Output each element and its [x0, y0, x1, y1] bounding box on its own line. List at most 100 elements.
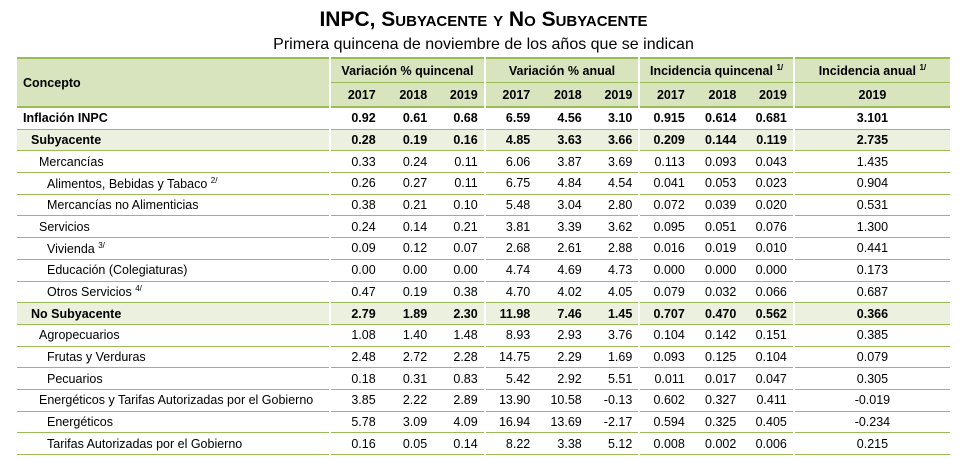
label-text: Energéticos: [47, 414, 114, 429]
cell-value: 0.173: [792, 259, 950, 282]
cell-value: 0.83: [433, 367, 485, 390]
table-header: Concepto Variación % quincenal Variación %…: [17, 58, 950, 108]
label-text: Mercancías: [39, 154, 104, 169]
cell-value: 1.435: [792, 150, 950, 174]
cell-value: 2.29: [536, 346, 588, 369]
row-label: Energéticos y Tarifas Autorizadas por el…: [17, 389, 331, 412]
cell-value: 0.041: [638, 172, 691, 195]
cell-value: 0.000: [742, 259, 794, 282]
cell-value: 0.18: [329, 367, 382, 390]
label-text: Servicios: [39, 219, 90, 234]
cell-value: 0.27: [381, 172, 434, 195]
cell-value: 14.75: [483, 346, 537, 369]
cell-value: 0.531: [792, 194, 950, 217]
cell-value: -0.019: [792, 389, 950, 412]
cell-value: 5.48: [483, 194, 537, 217]
cell-value: 4.05: [587, 281, 640, 304]
cell-value: 5.51: [587, 367, 640, 390]
cell-value: 0.05: [381, 432, 434, 455]
cell-value: 2.30: [433, 302, 485, 325]
cell-value: 0.006: [742, 432, 794, 455]
cell-value: 3.10: [587, 105, 640, 130]
cell-value: 4.02: [536, 281, 588, 304]
cell-value: 0.047: [742, 367, 794, 390]
cell-value: 0.215: [792, 432, 950, 455]
label-text: Educación (Colegiaturas): [47, 263, 188, 278]
year-header: 2018: [381, 82, 434, 108]
table-row: Otros Servicios 4/0.47 0.19 0.38 4.70 4.02 4.…: [17, 281, 950, 304]
table-row: Vivienda 3/0.09 0.12 0.07 2.68 2.61 2.88 0.016…: [17, 237, 950, 260]
group-label: Incidencia quincenal: [650, 64, 773, 79]
cell-value: 0.008: [638, 432, 691, 455]
cell-value: 2.93: [536, 324, 588, 347]
cell-value: 0.31: [381, 367, 434, 390]
cell-value: 0.594: [638, 411, 691, 434]
label-text: Subyacente: [31, 133, 102, 148]
cell-value: 0.039: [690, 194, 743, 217]
cell-value: 3.69: [587, 150, 640, 174]
cell-value: 0.000: [638, 259, 691, 282]
cell-value: 3.09: [381, 411, 434, 434]
year-header: 2017: [638, 82, 691, 108]
cell-value: 13.90: [483, 389, 537, 412]
table-row: Energéticos y Tarifas Autorizadas por el…: [17, 389, 950, 412]
row-label: Servicios: [17, 215, 331, 239]
cell-value: 0.21: [381, 194, 434, 217]
cell-value: 1.40: [381, 324, 434, 347]
cell-value: 6.06: [483, 150, 537, 174]
cell-value: 0.915: [638, 105, 691, 130]
cell-value: 0.405: [742, 411, 794, 434]
cell-value: 3.66: [587, 129, 640, 152]
cell-value: 10.58: [536, 389, 588, 412]
cell-value: 0.411: [742, 389, 794, 412]
table-row: No Subyacente 2.79 1.89 2.30 11.98 7.46 1.45 0.…: [17, 302, 950, 325]
cell-value: 0.125: [690, 346, 743, 369]
cell-value: 0.47: [329, 281, 382, 304]
cell-value: -0.234: [792, 411, 950, 434]
table-row: Subyacente 0.28 0.19 0.16 4.85 3.63 3.66 0.209 0…: [17, 129, 950, 152]
cell-value: 3.81: [483, 215, 537, 239]
cell-value: -0.13: [587, 389, 640, 412]
cell-value: 5.78: [329, 411, 382, 434]
cell-value: 0.681: [742, 105, 794, 130]
cell-value: 1.300: [792, 215, 950, 239]
cell-value: 0.09: [329, 237, 382, 260]
concept-header: Concepto: [17, 58, 331, 108]
year-header: 2017: [329, 82, 382, 108]
row-label: Vivienda 3/: [17, 237, 331, 260]
group-label: Variación % anual: [508, 63, 616, 78]
cell-value: 2.735: [792, 129, 950, 152]
cell-value: 0.602: [638, 389, 691, 412]
year-header: 2018: [690, 82, 743, 108]
cell-value: 0.020: [742, 194, 794, 217]
table-row: Pecuarios 0.18 0.31 0.83 5.42 2.92 5.51 0.011 0.…: [17, 367, 950, 390]
label-text: Mercancías no Alimenticias: [47, 198, 199, 213]
cell-value: 3.38: [536, 432, 588, 455]
cell-value: 2.61: [536, 237, 588, 260]
cell-value: 0.066: [742, 281, 794, 304]
cell-value: 2.80: [587, 194, 640, 217]
table-row: Agropecuarios 1.08 1.40 1.48 8.93 2.93 3.76 0.1…: [17, 324, 950, 347]
cell-value: 0.104: [638, 324, 691, 347]
cell-value: 0.14: [433, 432, 485, 455]
cell-value: 0.614: [690, 105, 743, 130]
cell-value: 0.095: [638, 215, 691, 239]
cell-value: 4.54: [587, 172, 640, 195]
cell-value: 0.113: [638, 150, 691, 174]
cell-value: 0.016: [638, 237, 691, 260]
table-row: Mercancías 0.33 0.24 0.11 6.06 3.87 3.69 0.113 0…: [17, 150, 950, 174]
cell-value: 0.24: [329, 215, 382, 239]
cell-value: 2.89: [433, 389, 485, 412]
cell-value: 2.68: [483, 237, 537, 260]
row-label: Pecuarios: [17, 367, 331, 390]
table-row: Alimentos, Bebidas y Tabaco 2/0.26 0.27 0.…: [17, 172, 950, 195]
cell-value: 1.48: [433, 324, 485, 347]
cell-value: 0.11: [433, 150, 485, 174]
cell-value: 0.00: [433, 259, 485, 282]
cell-value: 0.032: [690, 281, 743, 304]
cell-value: 0.26: [329, 172, 382, 195]
year-header: 2018: [536, 82, 588, 108]
cell-value: 0.043: [742, 150, 794, 174]
label-text: Otros Servicios: [47, 285, 132, 300]
